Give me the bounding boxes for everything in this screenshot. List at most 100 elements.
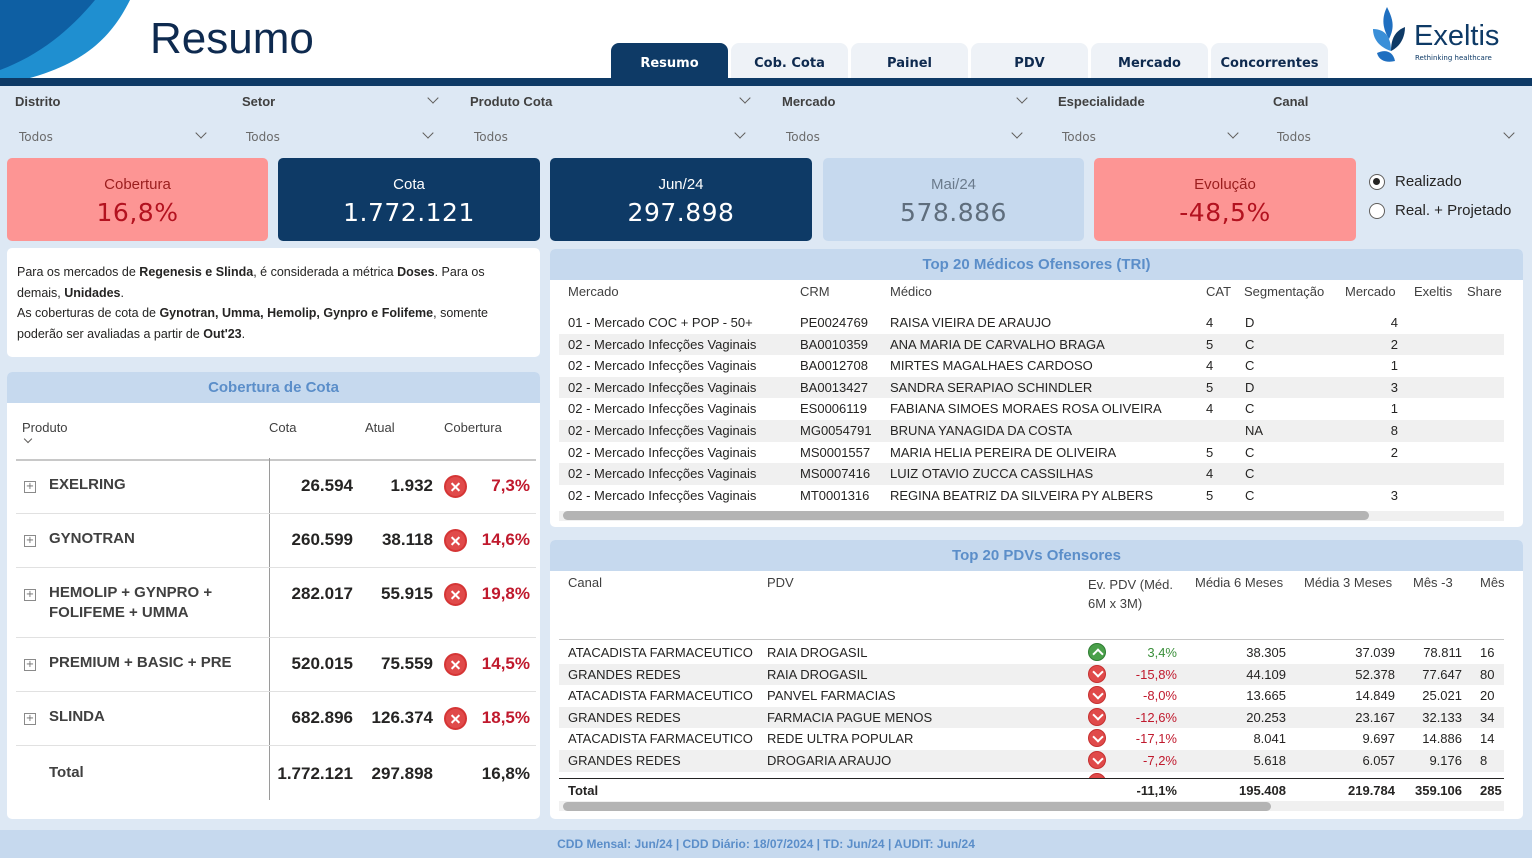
product-name: HEMOLIP + GYNPRO + FOLIFEME + UMMA <box>49 584 213 621</box>
table-row[interactable]: ATACADISTA FARMACEUTICO PANVEL FARMACIAS -… <box>559 685 1504 707</box>
table-row[interactable]: 02 - Mercado Infecções Vaginais MS0001557… <box>559 442 1504 464</box>
horizontal-scrollbar[interactable] <box>563 802 1271 811</box>
mercado-cell: 01 - Mercado COC + POP - 50+ <box>568 315 753 330</box>
column-header[interactable]: Ev. PDV (Méd. 6M x 3M) <box>1088 577 1174 611</box>
table-row[interactable]: 02 - Mercado Infecções Vaginais BA0010359… <box>559 333 1504 356</box>
table-row[interactable]: ATACADISTA FARMACEUTICO RAIA DROGASIL 3,4%… <box>559 642 1504 664</box>
column-header[interactable]: CAT <box>1206 284 1232 299</box>
table-row[interactable]: 01 - Mercado COC + POP - 50+ PE0024769 RAI… <box>559 312 1504 334</box>
panel-title: Cobertura de Cota <box>7 372 540 403</box>
filter-value[interactable]: Todos <box>1062 130 1096 144</box>
expand-plus-icon[interactable]: + <box>24 535 36 547</box>
segmentacao-cell: C <box>1245 401 1255 417</box>
column-header[interactable]: Share <box>1467 284 1502 299</box>
note-text: . <box>241 326 246 341</box>
table-row[interactable]: + PREMIUM + BASIC + PRE 520.015 75.559 1… <box>16 638 536 692</box>
table-row[interactable]: 02 - Mercado Infecções Vaginais BA0013427… <box>559 376 1504 399</box>
table-row[interactable]: 02 - Mercado Infecções Vaginais MS0007416… <box>559 463 1504 485</box>
cat-cell: 4 <box>1206 315 1214 330</box>
table-row[interactable]: 02 - Mercado Infecções Vaginais MG0054791… <box>559 420 1504 442</box>
column-header[interactable]: Média 3 Meses <box>1304 575 1393 590</box>
kpi-label: Mai/24 <box>930 176 977 193</box>
note-emphasis: Regenesis e Slinda <box>139 265 254 279</box>
column-header[interactable]: Mês -3 <box>1413 575 1453 590</box>
radio-unselected-icon[interactable] <box>1369 202 1385 219</box>
filter-produto-cota[interactable]: Produto Cota Todos <box>470 92 755 154</box>
column-header[interactable]: CRM <box>800 284 830 299</box>
column-header[interactable]: Mercado <box>568 284 619 299</box>
chevron-down-icon[interactable] <box>734 127 746 139</box>
table-row[interactable]: + HEMOLIP + GYNPRO + FOLIFEME + UMMA 282… <box>16 568 536 638</box>
chevron-down-icon[interactable] <box>422 127 434 139</box>
medico-cell: FABIANA SIMOES MORAES ROSA OLIVEIRA <box>890 401 1162 417</box>
panel-title: Top 20 PDVs Ofensores <box>550 540 1523 571</box>
table-row[interactable]: 02 - Mercado Infecções Vaginais BA0012708… <box>559 355 1504 377</box>
expand-plus-icon[interactable]: + <box>24 659 36 671</box>
tab-mercado[interactable]: Mercado <box>1091 43 1208 78</box>
table-row[interactable]: + SLINDA 682.896 126.374 18,5% <box>16 692 536 746</box>
column-header[interactable]: Atual <box>365 420 395 435</box>
column-header[interactable]: Cobertura <box>444 420 502 435</box>
pdv-panel: Top 20 PDVs Ofensores Canal PDV Ev. PDV … <box>550 540 1523 819</box>
column-header[interactable]: Produto <box>22 420 68 435</box>
table-row[interactable]: GRANDES REDES DROGARIA ARAUJO -7,2% 5.618 6.… <box>559 750 1504 772</box>
segmentacao-cell: NA <box>1245 423 1264 438</box>
total-row: Total 1.772.121 297.898 16,8% <box>16 746 536 800</box>
segmentacao-cell: C <box>1245 336 1255 352</box>
mes-3-cell: 9.176 <box>1429 753 1462 768</box>
column-header[interactable]: Média 6 Meses <box>1195 575 1284 590</box>
filter-value[interactable]: Todos <box>786 130 820 144</box>
chevron-down-icon[interactable] <box>1227 127 1239 139</box>
medico-cell: REGINA BEATRIZ DA SILVEIRA PY ALBERS <box>890 487 1153 503</box>
table-row[interactable]: + EXELRING 26.594 1.932 7,3% <box>16 460 536 514</box>
column-header[interactable]: Canal <box>568 575 602 590</box>
canal-cell: ATACADISTA FARMACEUTICO <box>568 688 753 704</box>
table-row[interactable]: GRANDES REDES RAIA DROGASIL -15,8% 44.109 52… <box>559 663 1504 686</box>
tab-painel[interactable]: Painel <box>851 43 968 78</box>
filter-canal[interactable]: Canal Todos <box>1273 94 1523 154</box>
column-header[interactable]: Segmentação <box>1244 284 1325 299</box>
expand-plus-icon[interactable]: + <box>24 589 36 601</box>
column-header[interactable]: PDV <box>767 575 794 590</box>
note-text: , é considerada a métrica <box>253 265 398 279</box>
tab-resumo[interactable]: Resumo <box>611 43 728 78</box>
filter-value[interactable]: Todos <box>19 130 53 144</box>
table-row[interactable]: ATACADISTA FARMACEUTICO REDE ULTRA POPULA… <box>559 728 1504 750</box>
table-row[interactable]: 02 - Mercado Infecções Vaginais MT0001316… <box>559 485 1504 507</box>
filter-value[interactable]: Todos <box>246 130 280 144</box>
filter-distrito[interactable]: Distrito Todos <box>15 94 215 154</box>
horizontal-scrollbar[interactable] <box>563 511 1369 520</box>
mercado-value-cell: 8 <box>1390 423 1398 438</box>
info-note: Para os mercados de Regenesis e Slinda, … <box>7 248 540 357</box>
table-row[interactable]: + GYNOTRAN 260.599 38.118 14,6% <box>16 514 536 568</box>
filter-value[interactable]: Todos <box>1277 130 1311 144</box>
pdv-cell: RAIA DROGASIL <box>767 645 868 660</box>
column-header[interactable]: Mercado <box>1345 284 1396 299</box>
radio-realizado[interactable]: Realizado <box>1369 173 1462 190</box>
tab-pdv[interactable]: PDV <box>971 43 1088 78</box>
filter-setor[interactable]: Setor Todos <box>242 92 442 154</box>
column-header[interactable]: Cota <box>269 420 297 435</box>
radio-selected-icon[interactable] <box>1369 173 1385 190</box>
cobertura-value: 14,5% <box>481 654 530 673</box>
expand-plus-icon[interactable]: + <box>24 481 36 493</box>
chevron-down-icon[interactable] <box>1503 127 1515 139</box>
column-header[interactable]: Mês <box>1480 575 1505 590</box>
table-row[interactable]: GRANDES REDES FARMACIA PAGUE MENOS -12,6% 2… <box>559 706 1504 729</box>
logo-tagline: Rethinking healthcare <box>1415 54 1492 62</box>
column-header[interactable]: Exeltis <box>1414 284 1453 299</box>
tab-concorrentes[interactable]: Concorrentes <box>1211 43 1328 78</box>
table-row[interactable]: 02 - Mercado Infecções Vaginais ES0006119… <box>559 398 1504 420</box>
doctors-panel: Top 20 Médicos Ofensores (TRI) Mercado C… <box>550 249 1523 527</box>
radio-real-projetado[interactable]: Real. + Projetado <box>1369 202 1511 219</box>
expand-plus-icon[interactable]: + <box>24 713 36 725</box>
cobertura-value: 19,8% <box>481 584 530 603</box>
media6-cell: 38.305 <box>1246 645 1286 660</box>
filter-especialidade[interactable]: Especialidade Todos <box>1058 94 1248 154</box>
chevron-down-icon[interactable] <box>1011 127 1023 139</box>
column-header[interactable]: Médico <box>890 284 932 299</box>
chevron-down-icon[interactable] <box>195 127 207 139</box>
filter-value[interactable]: Todos <box>474 130 508 144</box>
filter-mercado[interactable]: Mercado Todos <box>782 92 1032 154</box>
tab-cob-cota[interactable]: Cob. Cota <box>731 43 848 78</box>
